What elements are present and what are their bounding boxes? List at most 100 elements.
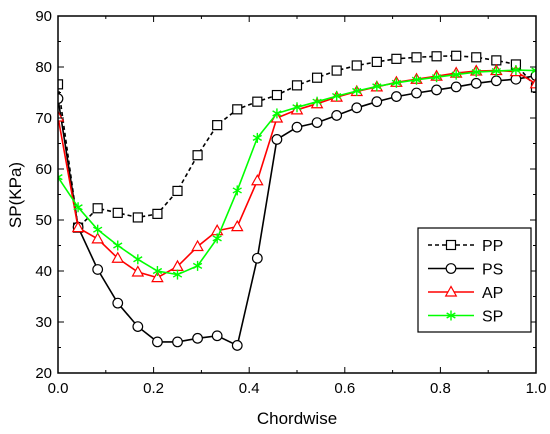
plot-area	[58, 50, 536, 351]
y-axis-title: SP(KPa)	[6, 162, 25, 228]
data-point-pp	[152, 208, 163, 219]
data-point-ps	[231, 340, 243, 351]
data-point-pp	[331, 65, 342, 76]
data-point-pp	[58, 79, 64, 90]
asterisk-stroke	[152, 267, 163, 275]
data-point-sp	[331, 91, 342, 102]
data-point-pp	[491, 55, 502, 66]
data-point-pp	[431, 51, 442, 62]
asterisk-stroke	[531, 67, 536, 72]
data-point-sp	[431, 72, 442, 83]
data-point-ap	[58, 110, 65, 122]
series-pp	[58, 50, 536, 233]
legend-item-ap: AP	[428, 285, 503, 302]
asterisk-stroke	[113, 242, 123, 249]
x-tick-label: 0.2	[143, 380, 164, 397]
legend-item-sp: SP	[428, 309, 503, 326]
x-axis-title: Chordwise	[257, 409, 337, 428]
legend-label-ap: AP	[482, 285, 503, 302]
x-tick-label: 0.0	[48, 380, 69, 397]
asterisk-stroke	[58, 174, 63, 178]
asterisk-stroke	[431, 74, 442, 81]
data-point-ps	[490, 75, 502, 87]
data-point-pp	[192, 150, 203, 161]
data-point-pp	[112, 207, 123, 218]
x-tick-label: 0.8	[430, 380, 451, 397]
data-point-ps	[371, 96, 383, 108]
legend-box	[417, 227, 532, 333]
asterisk-stroke	[372, 83, 382, 90]
data-point-sp	[172, 269, 183, 280]
data-point-ps	[431, 84, 442, 96]
data-point-sp	[58, 172, 63, 183]
data-point-ps	[470, 77, 482, 89]
data-point-sp	[292, 102, 302, 113]
data-point-sp	[252, 132, 263, 143]
y-tick-label: 50	[35, 212, 52, 229]
data-point-ap	[131, 265, 145, 277]
data-point-ps	[351, 102, 363, 114]
data-point-sp	[372, 81, 382, 92]
y-tick-label: 20	[35, 365, 52, 382]
data-point-ps	[152, 336, 163, 348]
data-point-sp	[411, 74, 422, 85]
asterisk-stroke	[252, 134, 263, 141]
asterisk-stroke	[172, 271, 183, 278]
data-point-ps	[112, 297, 124, 309]
asterisk-stroke	[312, 98, 322, 105]
data-point-pp	[391, 53, 402, 64]
data-point-ap	[529, 77, 536, 89]
data-point-pp	[291, 80, 303, 91]
y-tick-label: 70	[35, 110, 52, 127]
data-point-ps	[291, 121, 303, 133]
asterisk-stroke	[58, 176, 63, 181]
data-point-ps	[331, 110, 343, 121]
data-point-pp	[212, 120, 223, 131]
asterisk-stroke	[212, 235, 222, 242]
data-point-ap	[251, 173, 264, 186]
data-point-sp	[232, 185, 242, 196]
asterisk-stroke	[391, 79, 402, 86]
data-point-ap	[111, 251, 125, 263]
data-point-pp	[92, 203, 103, 214]
data-point-sp	[192, 260, 203, 271]
data-point-ps	[450, 81, 462, 93]
asterisk-stroke	[232, 187, 242, 194]
data-point-ps	[251, 252, 263, 264]
data-point-sp	[73, 202, 83, 213]
data-point-pp	[411, 52, 422, 63]
data-point-pp	[172, 185, 183, 197]
legend-label-pp: PP	[482, 238, 503, 255]
data-point-sp	[113, 240, 123, 251]
asterisk-stroke	[272, 110, 282, 117]
series-sp	[58, 65, 536, 280]
data-point-pp	[371, 56, 382, 68]
y-tick-label: 30	[35, 314, 52, 331]
data-point-pp	[451, 50, 462, 61]
data-point-ps	[271, 134, 283, 145]
data-point-sp	[272, 108, 282, 119]
data-point-ps	[411, 87, 422, 99]
data-point-pp	[311, 72, 323, 83]
legend-marker-ap	[444, 285, 458, 297]
x-tick-label: 0.6	[334, 380, 355, 397]
asterisk-stroke	[411, 76, 422, 83]
legend-label-ps: PS	[482, 262, 503, 279]
data-point-sp	[511, 65, 521, 76]
data-point-pp	[471, 52, 482, 63]
legend-item-ps: PS	[428, 262, 503, 279]
legend-item-pp: PP	[428, 238, 503, 255]
asterisk-stroke	[451, 71, 461, 78]
data-point-pp	[132, 212, 143, 223]
x-tick-label: 0.4	[239, 380, 260, 397]
data-point-pp	[252, 96, 263, 107]
y-tick-label: 80	[35, 59, 52, 76]
data-point-ps	[211, 330, 223, 342]
data-point-ap	[191, 239, 204, 252]
series-ps	[58, 70, 536, 351]
data-point-ap	[91, 232, 104, 244]
data-point-pp	[351, 60, 362, 71]
legend: PP PS AP SP	[417, 227, 532, 333]
data-point-ps	[132, 321, 144, 332]
